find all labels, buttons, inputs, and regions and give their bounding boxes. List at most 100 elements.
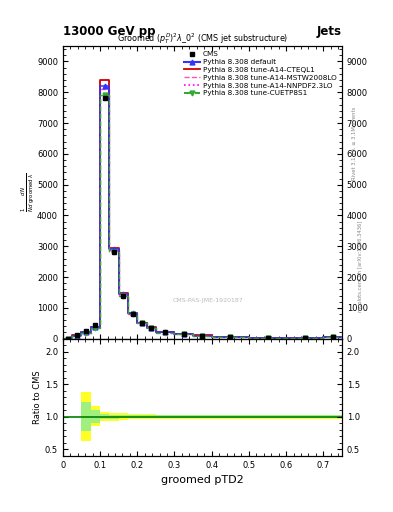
Pythia 8.308 tune-A14-MSTW2008LO — [246, 334, 251, 340]
Pythia 8.308 tune-A14-CTEQL1 — [107, 77, 112, 83]
Pythia 8.308 tune-A14-CTEQL1 — [144, 319, 149, 326]
Pythia 8.308 tune-A14-CTEQL1 — [144, 324, 149, 330]
Text: 13000 GeV pp: 13000 GeV pp — [63, 26, 155, 38]
Pythia 8.308 tune-A14-MSTW2008LO — [88, 324, 93, 330]
Pythia 8.308 tune-A14-NNPDF2.3LO — [79, 333, 84, 339]
Pythia 8.308 tune-A14-NNPDF2.3LO — [191, 332, 195, 338]
CMS — [182, 331, 186, 337]
Pythia 8.308 tune-A14-MSTW2008LO — [284, 335, 288, 341]
Pythia 8.308 tune-A14-CTEQL1 — [321, 335, 326, 341]
CMS — [130, 311, 135, 317]
Pythia 8.308 tune-A14-MSTW2008LO — [321, 335, 326, 342]
Pythia 8.308 tune-A14-CTEQL1 — [340, 334, 344, 340]
Pythia 8.308 tune-A14-MSTW2008LO — [246, 335, 251, 341]
Pythia 8.308 tune-A14-NNPDF2.3LO — [79, 330, 84, 336]
Pythia 8.308 tune-A14-CTEQL1 — [172, 329, 177, 335]
Pythia 8.308 tune-A14-NNPDF2.3LO — [154, 329, 158, 335]
Pythia 8.308 tune-A14-CTEQL1 — [107, 245, 112, 251]
Line: Pythia 8.308 tune-A14-CTEQL1: Pythia 8.308 tune-A14-CTEQL1 — [63, 80, 342, 338]
Pythia 8.308 tune-A14-NNPDF2.3LO — [144, 320, 149, 326]
CMS — [112, 249, 116, 255]
Pythia 8.308 tune-A14-NNPDF2.3LO — [61, 335, 65, 342]
CMS — [75, 332, 79, 338]
Pythia 8.308 tune-A14-NNPDF2.3LO — [70, 335, 75, 342]
CMS — [65, 335, 70, 342]
Pythia 8.308 tune-A14-MSTW2008LO — [154, 325, 158, 331]
Line: CMS: CMS — [65, 96, 335, 341]
Pythia 8.308 tune-A14-NNPDF2.3LO — [70, 333, 75, 339]
Pythia 8.308 tune-A14-MSTW2008LO — [191, 331, 195, 337]
Pythia 8.308 tune-A14-NNPDF2.3LO — [284, 335, 288, 342]
Pythia 8.308 tune-A14-MSTW2008LO — [209, 332, 214, 338]
Pythia 8.308 tune-A14-MSTW2008LO — [126, 291, 130, 297]
Pythia 8.308 tune-A14-NNPDF2.3LO — [98, 84, 103, 91]
Pythia 8.308 tune-A14-NNPDF2.3LO — [126, 310, 130, 316]
Pythia 8.308 tune-A14-NNPDF2.3LO — [135, 320, 140, 326]
Pythia 8.308 tune-A14-NNPDF2.3LO — [209, 332, 214, 338]
Pythia 8.308 tune-A14-CTEQL1 — [284, 335, 288, 341]
Pythia 8.308 tune-A14-CTEQL1 — [172, 331, 177, 337]
Pythia 8.308 tune-A14-NNPDF2.3LO — [284, 335, 288, 341]
CMS — [330, 334, 335, 340]
Pythia 8.308 tune-A14-NNPDF2.3LO — [321, 335, 326, 342]
Pythia 8.308 tune-A14-MSTW2008LO — [116, 291, 121, 297]
Pythia 8.308 tune-A14-NNPDF2.3LO — [98, 324, 103, 330]
CMS — [163, 329, 167, 335]
Pythia 8.308 tune-A14-MSTW2008LO — [144, 325, 149, 331]
Pythia 8.308 tune-A14-NNPDF2.3LO — [135, 310, 140, 316]
Pythia 8.308 tune-A14-MSTW2008LO — [191, 332, 195, 338]
Pythia 8.308 tune-A14-CTEQL1 — [284, 335, 288, 341]
Pythia 8.308 tune-A14-MSTW2008LO — [70, 335, 75, 342]
Pythia 8.308 tune-A14-NNPDF2.3LO — [340, 334, 344, 340]
Legend: CMS, Pythia 8.308 default, Pythia 8.308 tune-A14-CTEQL1, Pythia 8.308 tune-A14-M: CMS, Pythia 8.308 default, Pythia 8.308 … — [183, 50, 338, 98]
Y-axis label: $\frac{1}{N}\frac{dN}{d\,\mathrm{groomed}\,\lambda}$: $\frac{1}{N}\frac{dN}{d\,\mathrm{groomed… — [19, 173, 35, 212]
Text: CMS-PAS-JME-1920187: CMS-PAS-JME-1920187 — [173, 298, 243, 303]
Pythia 8.308 tune-A14-MSTW2008LO — [107, 247, 112, 253]
Pythia 8.308 tune-A14-NNPDF2.3LO — [191, 331, 195, 337]
CMS — [302, 335, 307, 342]
Line: Pythia 8.308 tune-A14-NNPDF2.3LO: Pythia 8.308 tune-A14-NNPDF2.3LO — [63, 88, 342, 338]
Pythia 8.308 tune-A14-MSTW2008LO — [154, 329, 158, 335]
Pythia 8.308 tune-A14-CTEQL1 — [209, 334, 214, 340]
Pythia 8.308 tune-A14-CTEQL1 — [154, 329, 158, 335]
Pythia 8.308 tune-A14-CTEQL1 — [135, 319, 140, 326]
Pythia 8.308 tune-A14-CTEQL1 — [98, 324, 103, 330]
Line: Pythia 8.308 tune-A14-MSTW2008LO: Pythia 8.308 tune-A14-MSTW2008LO — [63, 89, 342, 338]
Pythia 8.308 tune-A14-MSTW2008LO — [340, 334, 344, 340]
Pythia 8.308 tune-A14-NNPDF2.3LO — [246, 334, 251, 340]
Pythia 8.308 tune-A14-CTEQL1 — [88, 324, 93, 330]
Text: Rivet 3.1.10, ≥ 3.1M events: Rivet 3.1.10, ≥ 3.1M events — [352, 106, 357, 180]
Pythia 8.308 tune-A14-CTEQL1 — [321, 334, 326, 340]
Pythia 8.308 tune-A14-NNPDF2.3LO — [321, 334, 326, 340]
Pythia 8.308 tune-A14-CTEQL1 — [154, 324, 158, 330]
Pythia 8.308 tune-A14-CTEQL1 — [79, 332, 84, 338]
Title: Groomed $(p_T^D)^2\lambda\_0^2$ (CMS jet substructure): Groomed $(p_T^D)^2\lambda\_0^2$ (CMS jet… — [117, 31, 288, 46]
Pythia 8.308 tune-A14-MSTW2008LO — [88, 330, 93, 336]
Pythia 8.308 tune-A14-NNPDF2.3LO — [116, 291, 121, 297]
Pythia 8.308 tune-A14-MSTW2008LO — [321, 334, 326, 340]
Pythia 8.308 tune-A14-CTEQL1 — [88, 329, 93, 335]
Pythia 8.308 tune-A14-CTEQL1 — [126, 290, 130, 296]
Pythia 8.308 tune-A14-MSTW2008LO — [98, 86, 103, 92]
Pythia 8.308 tune-A14-MSTW2008LO — [209, 334, 214, 340]
CMS — [121, 292, 126, 298]
Pythia 8.308 tune-A14-CTEQL1 — [70, 332, 75, 338]
Pythia 8.308 tune-A14-MSTW2008LO — [107, 86, 112, 92]
Pythia 8.308 tune-A14-NNPDF2.3LO — [154, 325, 158, 331]
Pythia 8.308 tune-A14-CTEQL1 — [191, 332, 195, 338]
Pythia 8.308 tune-A14-MSTW2008LO — [79, 330, 84, 336]
Pythia 8.308 tune-A14-NNPDF2.3LO — [107, 84, 112, 91]
Pythia 8.308 tune-A14-MSTW2008LO — [144, 320, 149, 326]
Pythia 8.308 tune-A14-CTEQL1 — [79, 329, 84, 335]
Y-axis label: Ratio to CMS: Ratio to CMS — [33, 370, 42, 424]
Pythia 8.308 tune-A14-CTEQL1 — [116, 245, 121, 251]
CMS — [228, 334, 233, 340]
Pythia 8.308 tune-A14-CTEQL1 — [246, 335, 251, 341]
Pythia 8.308 tune-A14-NNPDF2.3LO — [107, 247, 112, 253]
Pythia 8.308 tune-A14-MSTW2008LO — [98, 324, 103, 330]
Pythia 8.308 tune-A14-CTEQL1 — [98, 77, 103, 83]
Pythia 8.308 tune-A14-NNPDF2.3LO — [116, 247, 121, 253]
Pythia 8.308 tune-A14-NNPDF2.3LO — [209, 334, 214, 340]
Pythia 8.308 tune-A14-CTEQL1 — [209, 332, 214, 338]
Pythia 8.308 tune-A14-CTEQL1 — [70, 335, 75, 342]
